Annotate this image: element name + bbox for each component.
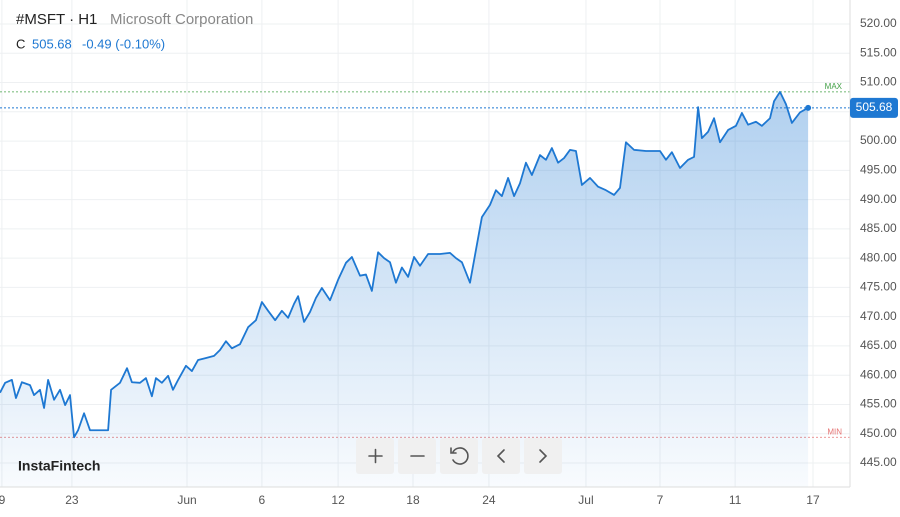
x-tick-label: 6 [259, 493, 266, 507]
y-tick-label: 495.00 [860, 163, 897, 177]
reference-label: MIN [827, 427, 842, 436]
company: Microsoft Corporation [110, 11, 253, 28]
icon [496, 449, 505, 463]
area-fill [0, 91, 809, 488]
y-tick-label: 460.00 [860, 367, 897, 381]
change: -0.49 (-0.10%) [82, 36, 165, 51]
scroll-right-button[interactable] [524, 438, 562, 474]
y-tick-label: 455.00 [860, 397, 897, 411]
x-tick-label: 17 [806, 493, 820, 507]
x-tick-label: 12 [331, 493, 345, 507]
icon [368, 448, 383, 464]
toolbar [356, 438, 562, 474]
close-label: C [16, 36, 25, 51]
y-tick-label: 485.00 [860, 221, 897, 235]
close-value: 505.68 [32, 36, 72, 51]
y-tick-label: 465.00 [860, 338, 897, 352]
reset-button[interactable] [440, 438, 478, 474]
x-tick-label: 23 [65, 493, 79, 507]
y-tick-label: 445.00 [860, 455, 897, 469]
last-price-label: 505.68 [856, 100, 893, 114]
icon [539, 449, 548, 463]
y-tick-label: 500.00 [860, 133, 897, 147]
x-tick-label: 9 [0, 493, 6, 507]
y-tick-label: 510.00 [860, 75, 897, 89]
y-tick-label: 450.00 [860, 426, 897, 440]
x-tick-label: 11 [729, 493, 742, 507]
icon [450, 447, 469, 465]
x-tick-label: 7 [657, 493, 664, 507]
y-tick-label: 490.00 [860, 192, 897, 206]
x-tick-label: Jul [578, 493, 593, 507]
symbol: #MSFT · H1 [16, 11, 97, 28]
y-tick-label: 515.00 [860, 45, 897, 59]
price-line [0, 90, 809, 439]
reference-label: MAX [825, 82, 843, 91]
x-tick-label: Jun [177, 493, 196, 507]
last-price-box [850, 97, 898, 118]
x-tick-label: 18 [406, 493, 420, 507]
y-tick-label: 520.00 [860, 16, 897, 30]
x-tick-label: 24 [482, 493, 496, 507]
brand: InstaFintech [18, 458, 100, 474]
y-tick-label: 475.00 [860, 280, 897, 294]
y-tick-label: 480.00 [860, 250, 897, 264]
y-tick-label: 470.00 [860, 309, 897, 323]
scroll-left-button[interactable] [482, 438, 520, 474]
